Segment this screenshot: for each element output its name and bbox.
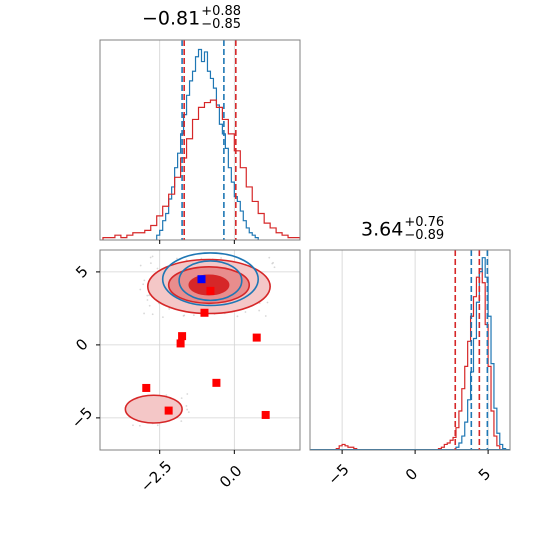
- sample-point: [268, 256, 271, 259]
- sample-point: [151, 255, 154, 258]
- panel-marginal-x-data: [102, 40, 300, 240]
- panel-marginal-y-frame: [309, 249, 511, 451]
- sample-point: [146, 299, 149, 301]
- sample-point: [176, 257, 178, 260]
- sample-point: [149, 262, 152, 265]
- panel-marginal-y: −5 0 5: [309, 249, 511, 489]
- panel-marginal-y-grid: [341, 250, 489, 450]
- sample-point: [143, 312, 145, 315]
- sample-point: [180, 420, 183, 423]
- sample-point: [186, 393, 189, 395]
- contour-red-lower: [124, 394, 183, 424]
- title-2-errors: +0.76 −0.89: [404, 216, 444, 242]
- panel-marginal-y-ticks: −5 0 5: [324, 450, 494, 489]
- marker-red: [142, 383, 151, 392]
- panel-marginal-x-frame: [99, 39, 301, 241]
- sample-point: [146, 294, 149, 297]
- panel-joint-frame: [99, 249, 301, 451]
- title-2-upper: +0.76: [404, 215, 445, 230]
- histogram-series-1: [102, 99, 300, 240]
- contour-blue-0: [178, 260, 243, 302]
- sample-point: [132, 424, 134, 427]
- panel-joint: −2.5 0.0 −5 0 5: [68, 249, 301, 496]
- marker-blue: [197, 275, 206, 284]
- title-2-lower: −0.89: [404, 228, 445, 243]
- marker-red: [252, 333, 261, 342]
- x-tick-label: −2.5: [137, 457, 175, 495]
- sample-point: [185, 405, 188, 407]
- title-1-errors: +0.88 −0.85: [201, 5, 241, 31]
- tick-label: 0: [402, 465, 421, 484]
- sample-point: [139, 264, 142, 267]
- y-tick-label: 0: [72, 335, 91, 354]
- sample-point: [148, 294, 150, 297]
- sample-point: [156, 424, 159, 427]
- sample-point: [258, 309, 261, 312]
- tick-label: −5: [324, 460, 352, 488]
- sample-point: [168, 308, 171, 310]
- title-1-lower: −0.85: [201, 17, 242, 32]
- y-tick-label: 5: [72, 262, 91, 281]
- marker-red: [212, 378, 221, 387]
- histogram-series-0: [335, 268, 501, 450]
- sample-point: [236, 315, 239, 318]
- contour-blue-1: [161, 252, 260, 307]
- sample-point: [183, 314, 186, 317]
- marker-red: [261, 410, 270, 419]
- sample-point: [264, 315, 267, 317]
- panel-marginal-x-ticks: [159, 240, 235, 244]
- sample-point: [161, 316, 164, 318]
- sample-point: [149, 256, 152, 259]
- marker-red: [164, 406, 173, 415]
- sample-point: [142, 283, 145, 286]
- sample-point: [244, 311, 247, 313]
- sample-point: [180, 397, 183, 400]
- sample-point: [148, 304, 151, 307]
- sample-point: [187, 411, 190, 414]
- marker-red: [178, 332, 187, 341]
- marker-red: [206, 286, 215, 295]
- title-2-median: 3.64: [361, 218, 404, 241]
- panel-marginal-x-title: −0.81 +0.88 −0.85: [142, 5, 241, 32]
- marker-red: [176, 339, 185, 348]
- sample-point: [271, 262, 274, 265]
- sample-point: [151, 313, 154, 316]
- panel-marginal-x: [99, 39, 301, 244]
- panel-marginal-y-data: [310, 250, 510, 450]
- sample-point: [139, 288, 142, 291]
- sample-point: [220, 257, 222, 259]
- sample-point: [192, 314, 195, 317]
- histogram-series-1: [455, 257, 507, 450]
- sample-point: [273, 266, 276, 269]
- sample-point: [266, 301, 269, 304]
- sample-point: [156, 267, 159, 270]
- tick-label: 5: [475, 465, 494, 484]
- sample-point: [186, 408, 189, 411]
- marker-red: [200, 308, 209, 317]
- y-tick-label: −5: [68, 404, 96, 432]
- sample-point: [138, 424, 141, 427]
- title-1-upper: +0.88: [201, 4, 242, 19]
- panel-joint-data: [124, 252, 276, 427]
- x-tick-label: 0.0: [216, 462, 246, 492]
- sample-point: [143, 279, 146, 282]
- sample-point: [165, 394, 168, 397]
- title-1-median: −0.81: [142, 7, 201, 30]
- panel-marginal-y-title: 3.64 +0.76 −0.89: [361, 216, 444, 243]
- histogram-series-0: [156, 48, 259, 240]
